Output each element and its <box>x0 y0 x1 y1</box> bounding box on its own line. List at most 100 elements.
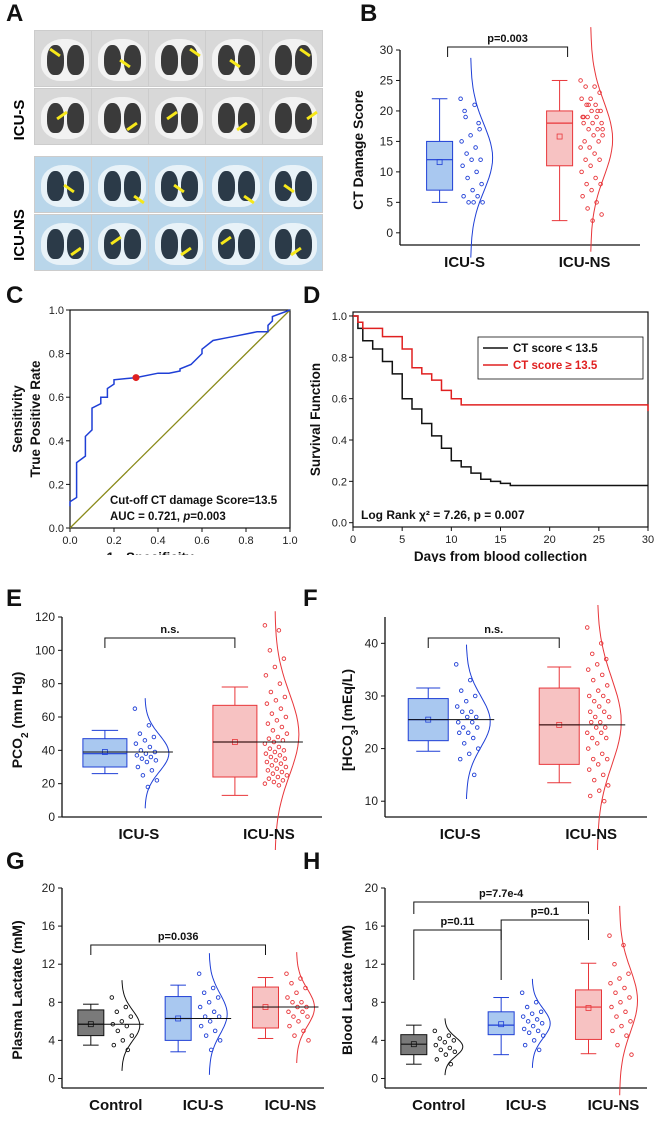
data-point <box>146 723 152 728</box>
data-point <box>626 971 631 976</box>
x-tick-label: 0.8 <box>238 535 253 547</box>
data-point <box>210 985 216 991</box>
data-point <box>265 768 271 773</box>
x-tick-label: 0.6 <box>194 535 209 547</box>
data-point <box>594 114 599 120</box>
x-category-label: ICU-NS <box>565 826 617 843</box>
y-tick-label: 20 <box>42 777 56 791</box>
distribution-curve <box>274 611 300 850</box>
data-point <box>586 126 591 132</box>
data-point <box>595 688 601 693</box>
panel-label-c: C <box>6 282 24 309</box>
data-point <box>134 753 140 758</box>
y-tick-label: 0.2 <box>332 476 347 488</box>
data-point <box>279 724 285 730</box>
data-point <box>140 773 146 778</box>
data-point <box>284 773 290 778</box>
data-point <box>595 126 600 132</box>
data-point <box>447 1045 453 1051</box>
data-point <box>470 735 476 741</box>
data-point <box>273 698 279 703</box>
distribution-curve <box>619 905 639 1096</box>
data-point <box>466 200 471 205</box>
distribution-curve <box>597 605 622 850</box>
km-curve-low-score <box>353 315 648 487</box>
y-axis-label-part: ] (mEq/L) <box>339 669 355 730</box>
data-point <box>469 720 475 725</box>
data-point <box>114 1009 120 1015</box>
distribution-curve <box>144 698 170 809</box>
data-point <box>300 1009 305 1015</box>
data-point <box>599 751 605 757</box>
ct-lung-field <box>218 45 235 75</box>
data-point <box>589 735 595 741</box>
y-tick-label: 20 <box>365 742 379 756</box>
significance-bracket <box>104 637 236 648</box>
panel-label-a: A <box>6 0 24 27</box>
data-point <box>463 114 468 120</box>
data-point <box>584 625 590 630</box>
ct-lung-field <box>47 229 64 259</box>
x-tick-label: 0.0 <box>62 535 77 547</box>
ct-scan-image <box>34 88 95 145</box>
data-point <box>299 1000 304 1005</box>
data-point <box>592 714 598 720</box>
data-point <box>151 734 157 740</box>
data-point <box>604 683 610 688</box>
distribution-curve <box>470 57 494 258</box>
data-point <box>520 1014 526 1019</box>
data-point <box>286 1009 291 1015</box>
ct-lung-field <box>161 229 178 259</box>
ct-scan-image <box>205 88 266 145</box>
x-category-label: ICU-S <box>506 1097 547 1114</box>
data-point <box>585 114 590 120</box>
data-point <box>600 693 606 699</box>
y-tick-label: 0.6 <box>332 394 347 406</box>
ct-lung-field <box>67 45 84 75</box>
data-point <box>137 731 143 736</box>
plot-frame <box>69 309 291 529</box>
data-point <box>590 756 596 762</box>
x-category-label: ICU-NS <box>243 826 295 843</box>
data-point <box>129 1033 135 1038</box>
data-point <box>525 1019 531 1024</box>
data-point <box>593 102 598 108</box>
y-tick-label: 0.2 <box>49 479 64 491</box>
data-point <box>597 157 602 162</box>
data-point <box>202 1014 208 1019</box>
ct-scan-image <box>148 88 209 145</box>
data-point <box>580 193 585 199</box>
data-point <box>278 706 284 711</box>
data-point <box>274 766 280 771</box>
data-point <box>457 756 463 762</box>
ct-scan-image <box>91 30 152 87</box>
data-point <box>207 1019 213 1024</box>
data-point <box>469 157 474 162</box>
data-point <box>584 730 590 736</box>
data-point <box>270 771 276 776</box>
x-tick-label: 10 <box>445 534 457 546</box>
significance-bracket <box>413 901 589 914</box>
data-point <box>289 980 294 986</box>
data-point <box>468 709 474 714</box>
data-point <box>539 1020 545 1026</box>
data-point <box>596 788 602 793</box>
data-point <box>533 1000 539 1005</box>
data-point <box>522 1042 528 1048</box>
data-point <box>587 793 593 799</box>
y-tick-label: 100 <box>35 643 55 657</box>
data-point <box>604 756 610 762</box>
box-iqr-icu-s <box>487 1011 515 1036</box>
box-iqr-icu-s <box>82 738 128 768</box>
significance-label: p=0.036 <box>158 931 199 943</box>
ct-scan-image <box>205 214 266 271</box>
ct-group-labels: ICU-S ICU-NS <box>11 100 28 261</box>
panel-c-roc-chart: 0.0 0.2 0.4 0.6 0.8 1.0 0.0 0.2 0.4 0.6 0.8 1.0 Cut-… <box>10 305 298 555</box>
panel-f-chart: 10 20 30 40 ICU-S ICU-NS [HCO3] (mEq/L) n.s. <box>339 605 647 850</box>
ct-scan-image <box>91 156 152 213</box>
x-axis-label: Days from blood collection <box>414 549 587 562</box>
data-point <box>124 1023 130 1029</box>
panel-label-g: G <box>6 848 25 875</box>
ct-scan-image <box>34 156 95 213</box>
km-curve-high-score <box>353 315 649 412</box>
